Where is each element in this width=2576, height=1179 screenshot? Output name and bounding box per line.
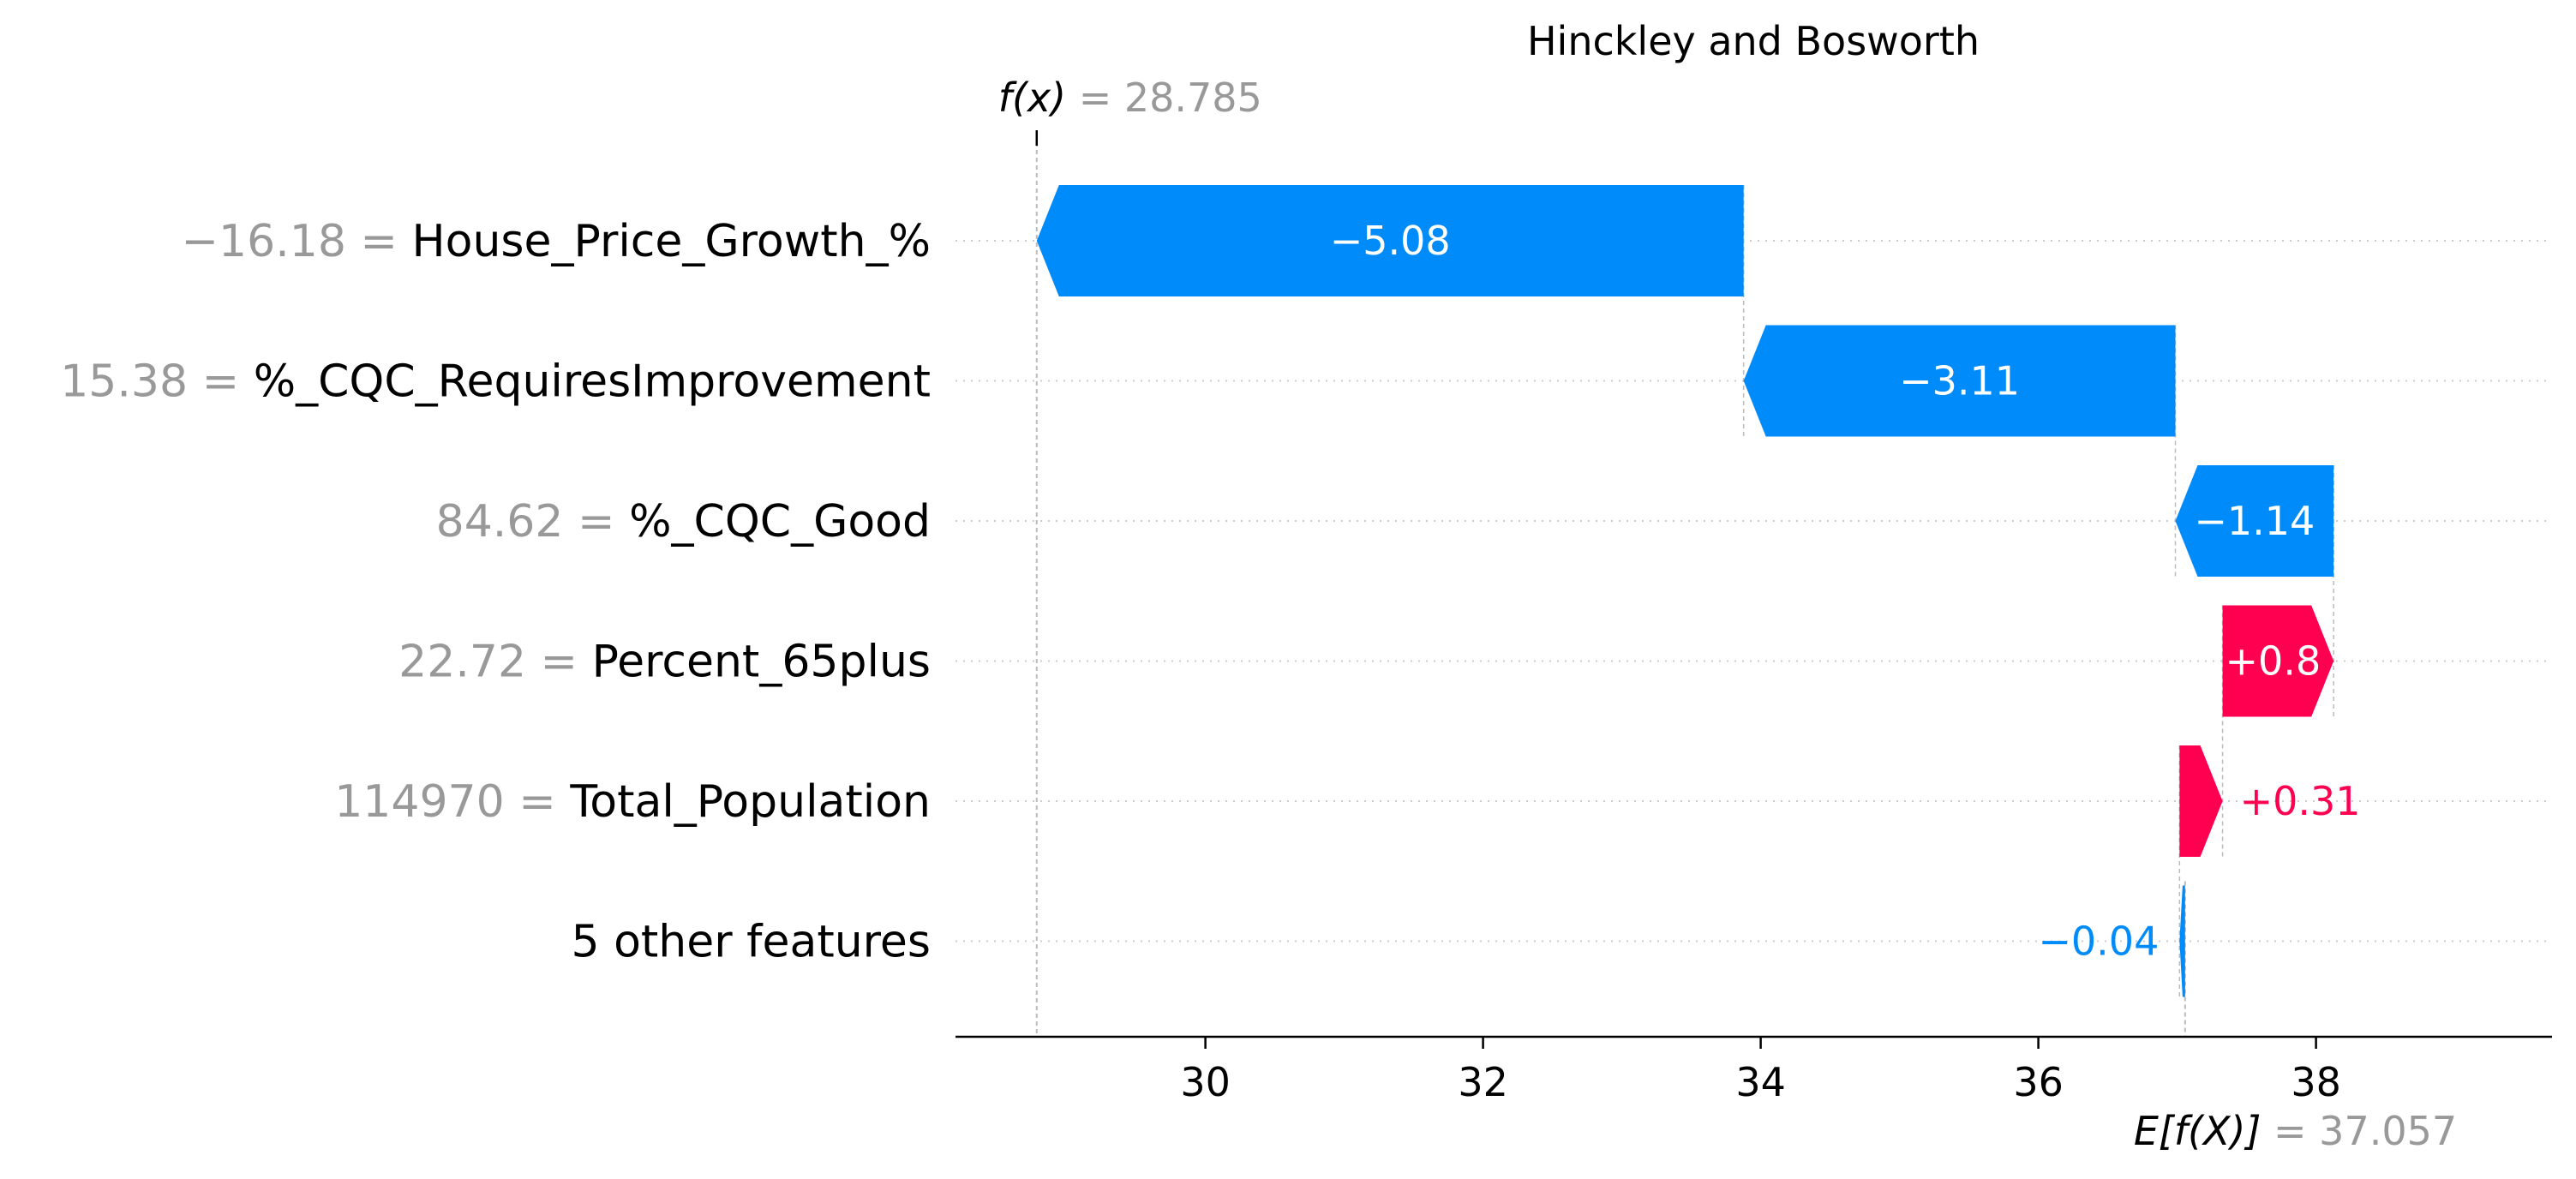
- feature-name: Total_Population: [569, 776, 931, 828]
- feature-label-3: 84.62 = %_CQC_Good: [436, 496, 931, 548]
- feature-name: %_CQC_RequiresImprovement: [254, 356, 931, 408]
- bar-label-1: −5.08: [1330, 218, 1451, 264]
- bar-5: [2179, 745, 2223, 857]
- bar-label-3: −1.14: [2194, 498, 2315, 544]
- feature-label-5: 114970 = Total_Population: [334, 776, 931, 828]
- base-label: E[f(X)]: [2134, 1108, 2273, 1154]
- feature-name: 5 other features: [571, 917, 931, 968]
- feature-name: %_CQC_Good: [629, 496, 931, 548]
- feature-value: −16.18 =: [181, 216, 411, 267]
- feature-label-4: 22.72 = Percent_65plus: [398, 637, 931, 688]
- x-tick-label: 34: [1735, 1059, 1786, 1105]
- fx-annotation: f(x) = 28.785: [998, 75, 1262, 121]
- feature-label-2: 15.38 = %_CQC_RequiresImprovement: [60, 356, 931, 408]
- feature-value: 22.72 =: [398, 637, 592, 688]
- base-annotation: E[f(X)] = 37.057: [2134, 1108, 2457, 1154]
- fx-value: = 28.785: [1079, 75, 1262, 121]
- x-tick-label: 30: [1180, 1059, 1231, 1105]
- feature-name: House_Price_Growth_%: [412, 216, 931, 267]
- feature-value: 84.62 =: [436, 496, 630, 548]
- contribution-bars: −5.08 −3.11 −1.14 +0.8 +0.31 −0.04: [1036, 185, 2361, 997]
- feature-name: Percent_65plus: [592, 637, 931, 688]
- bar-2: [1743, 325, 2176, 437]
- x-tick-label: 36: [2013, 1059, 2064, 1105]
- row-gridlines: [956, 240, 2552, 943]
- bar-4: [2222, 605, 2334, 717]
- fx-label: f(x): [998, 75, 1079, 121]
- bar-label-5: +0.31: [2240, 778, 2361, 824]
- feature-label-6: 5 other features: [571, 917, 931, 968]
- feature-label-1: −16.18 = House_Price_Growth_%: [181, 216, 931, 267]
- bar-1: [1036, 185, 1744, 296]
- x-tick-label: 38: [2291, 1059, 2341, 1105]
- fx-annotations: f(x) = 28.785 E[f(X)] = 37.057: [998, 75, 2457, 1154]
- bar-6: [2179, 885, 2185, 997]
- bar-label-6: −0.04: [2038, 919, 2159, 965]
- feature-labels: −16.18 = House_Price_Growth_% 15.38 = %_C…: [60, 216, 931, 968]
- x-tick-label: 32: [1458, 1059, 1508, 1105]
- chart-title: Hinckley and Bosworth: [1527, 18, 1980, 64]
- feature-value: 114970 =: [334, 776, 570, 828]
- feature-value: 15.38 =: [60, 356, 254, 408]
- x-axis: 30 32 34 36 38: [956, 1035, 2552, 1105]
- bar-label-4: +0.8: [2226, 638, 2321, 685]
- bar-3: [2175, 465, 2334, 577]
- base-value: = 37.057: [2273, 1108, 2457, 1154]
- bar-label-2: −3.11: [1899, 358, 2020, 404]
